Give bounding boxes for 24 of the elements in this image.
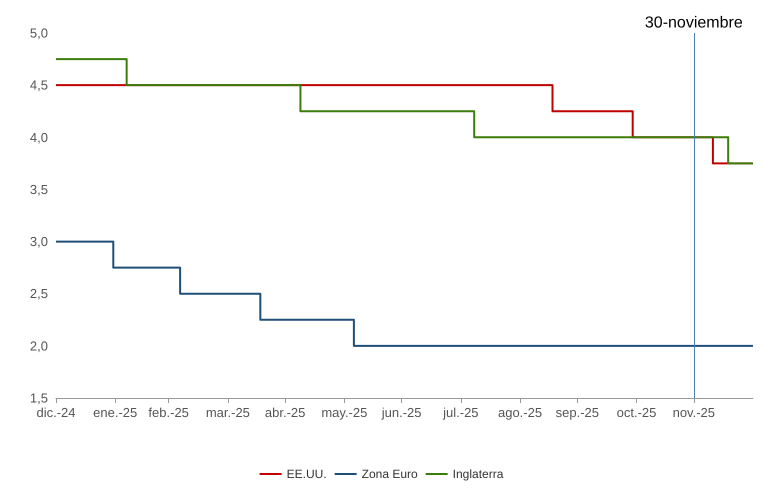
x-tick-label: oct.-25 (616, 405, 656, 420)
legend-label: Zona Euro (362, 467, 418, 481)
x-tick-label: sep.-25 (556, 405, 600, 420)
y-tick-label: 3,0 (30, 234, 48, 250)
x-tick-label: abr.-25 (264, 405, 306, 420)
x-tick-label: dic.-24 (36, 405, 76, 420)
x-tick-label: mar.-25 (206, 405, 250, 420)
x-tick-label: feb.-25 (148, 405, 189, 420)
y-tick-label: 4,5 (30, 78, 48, 93)
y-tick-label: 1,5 (30, 390, 48, 406)
y-tick-label: 3,5 (30, 182, 48, 197)
legend-label: Inglaterra (452, 467, 504, 481)
x-tick-label: jun.-25 (380, 405, 422, 420)
x-tick-label: nov.-25 (672, 405, 716, 420)
y-tick-label: 4,0 (30, 130, 48, 145)
ref-line-label: 30-noviembre (644, 14, 743, 32)
x-tick-label: ene.-25 (93, 405, 138, 420)
y-tick-label: 5,0 (30, 26, 48, 40)
x-tick-label: jul.-25 (442, 405, 479, 420)
legend-label: EE.UU. (286, 467, 327, 481)
x-tick-label: ago.-25 (498, 405, 542, 420)
x-tick-label: may.-25 (321, 405, 368, 420)
y-tick-label: 2,5 (30, 286, 48, 302)
y-tick-label: 2,0 (30, 338, 48, 354)
